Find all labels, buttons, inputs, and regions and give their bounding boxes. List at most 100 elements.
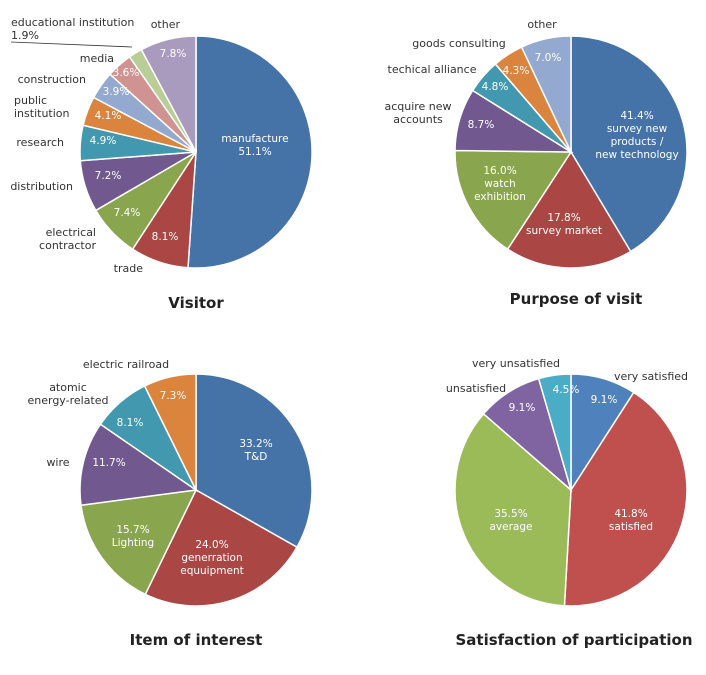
pie-slice-t-d — [195, 373, 313, 549]
slice-value-media: 3.6% — [113, 67, 140, 79]
slice-value: 35.5% — [494, 508, 527, 520]
slice-value-construction: 3.9% — [103, 86, 130, 98]
slice-label-wire: wire — [46, 456, 69, 469]
pie-slice-other — [140, 35, 197, 153]
slice-label-text: distribution — [10, 180, 73, 193]
slice-label-other: other — [151, 18, 181, 31]
pie-chart-purpose-of-visit: 41.4% survey new products / new technology 1… — [384, 18, 688, 308]
slice-value-distribution: 7.2% — [95, 170, 122, 182]
slice-label-very-satisfied: very satisfied — [614, 370, 688, 383]
slice-label-very-unsatisfied: very unsatisfied — [472, 357, 560, 370]
slice-label-text: trade — [114, 262, 144, 275]
slice-label-techical-alliance: techical alliance — [388, 63, 477, 76]
slice-label-text: techical alliance — [388, 63, 477, 76]
leader-line — [10, 41, 133, 48]
slice-value: 16.0% — [483, 165, 516, 177]
slice-value: 15.7% — [116, 524, 149, 536]
slice-value-very-unsatisfied: 4.5% — [553, 384, 580, 396]
pie-slice-lighting — [80, 489, 198, 596]
slice-label-text: survey new — [607, 123, 668, 135]
slice-label-text: media — [80, 52, 114, 65]
pie-slice-average — [454, 412, 572, 607]
slice-label-text: Lighting — [112, 537, 154, 549]
slice-label-text: atomic — [49, 381, 87, 394]
slice-label-watch-exhibition: 16.0% watch exhibition — [474, 165, 526, 203]
slice-label-text: generration — [181, 552, 242, 564]
slice-label-text: research — [16, 136, 64, 149]
slice-label-text: exhibition — [474, 191, 526, 203]
slice-value-atomic-energy-related: 8.1% — [117, 417, 144, 429]
slice-label-construction: construction — [18, 73, 86, 86]
pie-slice-manufacture — [187, 35, 313, 269]
slice-value: 33.2% — [239, 438, 272, 450]
slice-label-satisfied: 41.8% satisfied — [609, 508, 653, 533]
slice-label-text: T&D — [244, 451, 268, 463]
slice-label-text: construction — [18, 73, 86, 86]
slice-label-text: new technology — [595, 149, 678, 161]
slice-label-electric-railroad: electric railroad — [83, 358, 169, 371]
slice-value: 24.0% — [195, 539, 228, 551]
slice-label-text: accounts — [393, 113, 443, 126]
slice-label-text: acquire new — [384, 100, 451, 113]
slice-label-text: public — [14, 94, 47, 107]
slice-label-text: watch — [484, 178, 516, 190]
slice-label-distribution: distribution — [10, 180, 73, 193]
slice-label-acquire-new-accounts: acquire new accounts — [384, 100, 451, 126]
slice-label-other: other — [527, 18, 557, 31]
pie-slice-other — [520, 35, 572, 153]
slice-value-public-institution: 4.1% — [95, 110, 122, 122]
slice-label-unsatisfied: unsatisfied — [446, 382, 506, 395]
slice-label-electrical-contractor: electrical contractor — [39, 226, 96, 252]
slice-value-electric-railroad: 7.3% — [160, 390, 187, 402]
slice-value: 1.9% — [11, 29, 39, 42]
slice-label-text: institution — [14, 107, 70, 120]
slice-label-survey-new-products-new-technology: 41.4% survey new products / new technology — [595, 110, 678, 161]
slice-label-text: products / — [611, 136, 664, 148]
slice-label-atomic-energy-related: atomic energy-related — [27, 381, 108, 407]
slice-label-media: media — [80, 52, 114, 65]
pie-slice-wire — [79, 423, 199, 507]
chart-title: Visitor — [168, 294, 224, 312]
slice-label-public-institution: public institution — [14, 94, 70, 120]
slice-label-text: very unsatisfied — [472, 357, 560, 370]
slice-label-research: research — [16, 136, 64, 149]
slice-label-text: satisfied — [609, 521, 653, 533]
slice-label-text: equuipment — [180, 565, 243, 577]
slice-value: 51.1% — [238, 146, 271, 158]
pie-slice-watch-exhibition — [454, 149, 573, 251]
chart-title: Item of interest — [130, 631, 263, 649]
slice-label-text: contractor — [39, 239, 96, 252]
pie-slice-survey-new-products-new-technology — [570, 35, 688, 253]
slice-value: 17.8% — [547, 212, 580, 224]
slice-value-electrical-contractor: 7.4% — [114, 207, 141, 219]
slice-value-other: 7.0% — [535, 52, 562, 64]
slice-value: 41.8% — [614, 508, 647, 520]
slice-label-text: goods consulting — [412, 37, 505, 50]
slice-label-text: electric railroad — [83, 358, 169, 371]
slice-label-text: manufacture — [221, 133, 288, 145]
slice-label-text: other — [151, 18, 181, 31]
slice-value-unsatisfied: 9.1% — [509, 402, 536, 414]
slice-value: 41.4% — [620, 110, 653, 122]
slice-label-text: educational institution — [11, 16, 134, 29]
slice-label-text: survey market — [526, 225, 602, 237]
slice-label-text: energy-related — [27, 394, 108, 407]
slice-label-educational-institution: educational institution 1.9% — [11, 16, 134, 42]
slice-label-trade: trade — [114, 262, 144, 275]
pie-chart-satisfaction-of-participation: very satisfied 9.1% 41.8% satisfied 35.5% ave… — [446, 357, 693, 649]
slice-value-acquire-new-accounts: 8.7% — [468, 119, 495, 131]
slice-label-text: very satisfied — [614, 370, 688, 383]
pie-chart-visitor: manufacture 51.1% trade 8.1% electrical contr… — [10, 16, 313, 312]
slice-label-text: electrical — [46, 226, 96, 239]
chart-title: Purpose of visit — [510, 290, 643, 308]
slice-value-trade: 8.1% — [152, 231, 179, 243]
slice-label-text: average — [490, 521, 533, 533]
chart-title: Satisfaction of participation — [455, 631, 692, 649]
slice-label-manufacture: manufacture 51.1% — [221, 133, 288, 158]
slice-label-text: unsatisfied — [446, 382, 506, 395]
slice-label-t-d: 33.2% T&D — [239, 438, 272, 463]
slice-label-text: other — [527, 18, 557, 31]
slice-label-generration-equuipment: 24.0% generration equuipment — [180, 539, 243, 577]
pie-slice-very-unsatisfied — [537, 373, 572, 491]
